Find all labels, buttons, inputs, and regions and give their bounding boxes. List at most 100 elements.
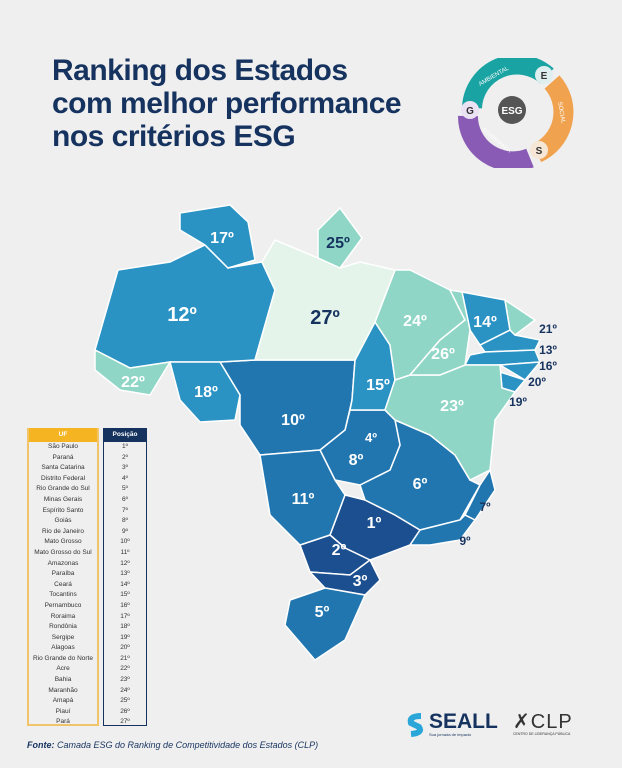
uf-row: Pernambuco — [44, 601, 82, 609]
uf-row: Maranhão — [48, 686, 78, 694]
position-row: 4º — [122, 474, 128, 482]
uf-row: Rondônia — [49, 623, 77, 631]
state-ro — [169, 361, 241, 423]
brazil-map: 1º 2º 3º 4º 5º 6º 7º 8º 9º 10º 11º 12º 13º 14º 15º 16º 1… — [94, 204, 557, 661]
state-ac — [94, 348, 172, 396]
position-row: 20º — [120, 644, 130, 652]
state-rank-label: 26º — [431, 346, 455, 363]
state-rank-label: 2º — [332, 542, 347, 559]
state-al — [497, 361, 542, 381]
state-rank-label: 3º — [353, 573, 368, 590]
state-ap — [317, 206, 363, 269]
uf-row: Alagoas — [51, 644, 75, 652]
position-row: 11º — [120, 548, 130, 556]
state-rank-label: 12º — [167, 304, 197, 326]
uf-row: Espírito Santo — [42, 506, 84, 514]
position-row: 15º — [120, 591, 130, 599]
uf-row: Rio de Janeiro — [42, 527, 84, 535]
position-row: 10º — [120, 538, 130, 546]
position-column: Posição 1º 2º 3º 4º 5º 6º 7º 8º 9º 10º 11º 12º 13º 14… — [103, 428, 147, 726]
uf-row: Tocantins — [49, 591, 77, 599]
uf-row: Goiás — [54, 517, 72, 525]
state-rank-label: 16º — [539, 359, 557, 373]
uf-header: UF — [29, 428, 97, 442]
svg-text:E: E — [541, 71, 548, 82]
state-rank-label: 9º — [459, 534, 471, 548]
esg-center-text: ESG — [501, 106, 522, 117]
position-row: 27º — [120, 718, 130, 726]
uf-row: Sergipe — [51, 633, 75, 641]
uf-row: Distrito Federal — [40, 474, 86, 482]
position-header: Posição — [104, 428, 146, 442]
uf-row: Acre — [56, 665, 70, 673]
uf-row: Roraima — [50, 612, 76, 620]
page-title: Ranking dos Estados com melhor performan… — [52, 54, 402, 153]
state-rank-label: 19º — [509, 395, 527, 409]
uf-row: São Paulo — [48, 443, 78, 450]
svg-text:G: G — [466, 106, 474, 117]
position-row: 5º — [122, 485, 128, 493]
state-rank-label: 17º — [210, 230, 234, 247]
uf-row: Ceará — [54, 580, 72, 588]
state-rank-label: 24º — [403, 313, 427, 330]
state-es — [463, 468, 496, 521]
state-rank-label: 11º — [292, 491, 315, 508]
state-rj — [408, 514, 477, 546]
position-row: 8º — [122, 517, 128, 525]
position-row: 7º — [122, 506, 128, 514]
state-rank-label: 6º — [413, 476, 428, 493]
position-row: 24º — [120, 686, 130, 694]
position-row: 25º — [120, 697, 130, 705]
uf-row: Pará — [56, 718, 70, 726]
position-row: 26º — [120, 707, 130, 715]
state-rank-label: 5º — [315, 604, 330, 621]
uf-row: Santa Catarina — [41, 464, 85, 472]
esg-logo: ESG E S G AMBIENTAL SOCIAL GOVERNANÇA — [457, 58, 574, 168]
position-row: 1º — [122, 443, 128, 450]
position-row: 13º — [120, 570, 130, 578]
state-rank-label: 18º — [194, 384, 218, 401]
uf-row: Paraíba — [51, 570, 75, 578]
state-rank-label: 1º — [367, 515, 382, 532]
state-rank-label: 14º — [473, 314, 497, 331]
uf-row: Mato Grosso do Sul — [34, 548, 92, 556]
uf-row: Bahia — [54, 676, 72, 684]
state-rs — [284, 587, 367, 661]
position-row: 18º — [120, 623, 130, 631]
state-rn — [503, 298, 537, 336]
state-rr — [179, 204, 256, 269]
state-rank-label: 21º — [539, 322, 557, 336]
state-rank-label: 25º — [326, 235, 350, 252]
position-row: 21º — [120, 654, 130, 662]
position-row: 9º — [122, 527, 128, 535]
position-row: 19º — [120, 633, 130, 641]
state-rank-label: 22º — [121, 374, 145, 391]
position-row: 17º — [120, 612, 130, 620]
state-rank-label: 27º — [310, 307, 340, 329]
svg-text:S: S — [536, 146, 543, 157]
uf-row: Mato Grosso — [44, 538, 82, 546]
position-row: 3º — [122, 464, 128, 472]
state-rank-label: 23º — [440, 398, 464, 415]
uf-row: Rio Grande do Sul — [36, 485, 90, 493]
clp-logo: ✗CLP CENTRO DE LIDERANÇA PÚBLICA — [513, 711, 573, 736]
position-row: 2º — [122, 453, 128, 461]
source-note: Fonte: Camada ESG do Ranking de Competit… — [27, 740, 319, 750]
state-rank-label: 8º — [349, 452, 364, 469]
seall-logo: SEALL Sua jornada de impacto — [407, 711, 498, 737]
uf-column: UF São Paulo Paraná Santa Catarina Distrito… — [27, 428, 99, 726]
state-ms — [259, 449, 346, 546]
svg-text:SOCIAL: SOCIAL — [556, 101, 566, 124]
seall-s-icon — [407, 712, 423, 737]
uf-row: Amapá — [52, 697, 74, 705]
uf-row: Minas Gerais — [43, 495, 83, 503]
position-row: 14º — [120, 580, 130, 588]
position-row: 12º — [120, 559, 130, 567]
position-row: 16º — [120, 601, 130, 609]
uf-row: Amazonas — [47, 559, 79, 567]
state-rank-label: 20º — [528, 375, 546, 389]
state-pa — [254, 239, 397, 361]
state-pi — [408, 289, 471, 376]
uf-row: Rio Grande do Norte — [33, 654, 93, 662]
state-rank-label: 15º — [366, 377, 390, 394]
